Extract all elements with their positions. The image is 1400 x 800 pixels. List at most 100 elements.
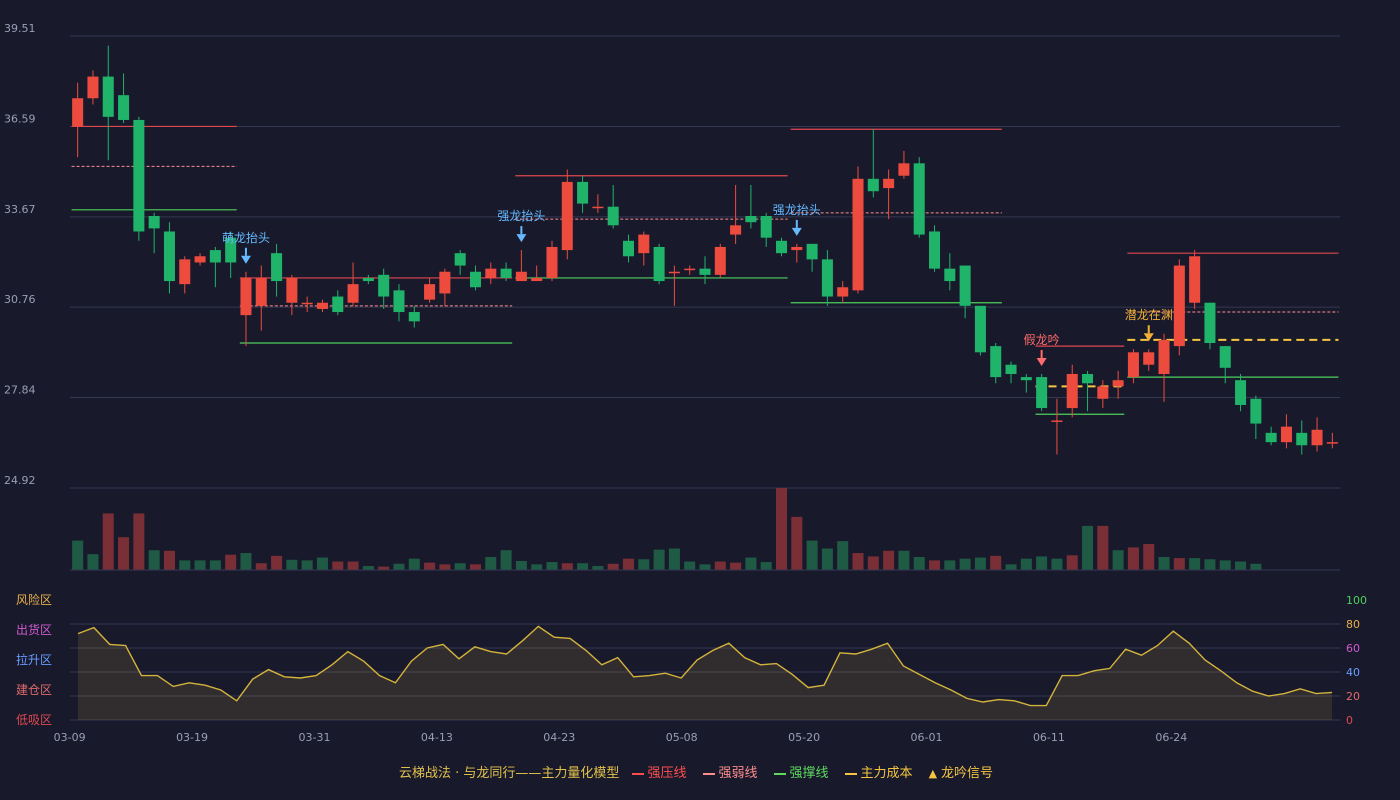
date-tick-label: 03-19 <box>176 731 208 744</box>
volume-bar <box>684 561 696 570</box>
volume-bar <box>454 563 466 570</box>
signal-arrow-icon <box>516 234 527 243</box>
volume-bar <box>592 566 604 570</box>
candle-body <box>638 234 650 254</box>
candle-body <box>1066 373 1078 409</box>
volume-bar <box>577 563 589 570</box>
candle-body <box>163 231 175 282</box>
legend-item: ▲ 龙吟信号 <box>929 766 993 781</box>
osc-tick-label: 20 <box>1346 690 1360 703</box>
candle-body <box>72 98 84 127</box>
volume-bar <box>209 560 221 570</box>
candle-body <box>133 119 145 232</box>
candle-body <box>929 231 941 269</box>
candle-body <box>255 277 267 306</box>
legend-swatch <box>702 772 715 775</box>
candle-body <box>271 253 283 282</box>
signal-label: 萌龙抬头 <box>222 231 270 245</box>
volume-bar <box>1235 561 1247 570</box>
candle-body <box>1097 386 1109 399</box>
candle-body <box>316 302 328 309</box>
volume-bar <box>1112 550 1124 570</box>
volume-bar <box>913 556 925 570</box>
volume-bar <box>1036 556 1048 570</box>
volume-bar <box>929 560 941 570</box>
candle-body <box>1173 265 1185 347</box>
candle-body <box>821 259 833 297</box>
volume-bar <box>1097 525 1109 570</box>
zone-label: 风险区 <box>16 592 52 607</box>
oscillator-area <box>78 626 1332 720</box>
candle-body <box>332 296 344 313</box>
candle-body <box>209 250 221 263</box>
candle-body <box>959 265 971 306</box>
osc-tick-label: 60 <box>1346 642 1360 655</box>
candle-body <box>1311 429 1323 446</box>
candle-body <box>1280 426 1292 443</box>
candle-body <box>485 268 497 278</box>
volume-bars <box>70 488 1340 571</box>
candle-body <box>883 178 895 189</box>
candle-body <box>1112 380 1124 387</box>
legend-swatch <box>844 772 857 775</box>
chart-legend: 云梯战法 · 与龙同行——主力量化模型 强压线 强弱线 强撑线 主力成本 ▲ 龙吟信号 <box>0 762 1400 781</box>
candle-body <box>225 237 237 263</box>
candle-body <box>791 246 803 251</box>
candle-body <box>469 271 481 288</box>
volume-bar <box>1219 560 1231 570</box>
candle-body <box>424 284 436 300</box>
candle-body <box>1127 352 1139 378</box>
legend-swatch: ▲ <box>928 767 938 780</box>
volume-bar <box>1158 556 1170 570</box>
signal-arrow-icon <box>1036 357 1047 366</box>
candle-body <box>408 312 420 322</box>
candle-body <box>607 206 619 226</box>
legend-label: 强压线 <box>647 766 687 781</box>
price-axis: 39.51 36.59 33.67 30.76 27.84 24.92 <box>4 22 36 487</box>
legend-item: 强压线 <box>631 766 687 781</box>
volume-bar <box>362 566 374 570</box>
date-tick-label: 06-24 <box>1155 731 1187 744</box>
volume-bar <box>286 559 298 570</box>
volume-bar <box>883 550 895 570</box>
zone-label: 低吸区 <box>16 713 52 727</box>
volume-bar <box>990 555 1002 570</box>
price-tick-label: 39.51 <box>4 22 36 35</box>
signal-label: 假龙吟 <box>1024 332 1060 347</box>
volume-bar <box>959 558 971 570</box>
signal-arrow-icon <box>240 255 251 264</box>
date-tick-label: 03-09 <box>54 731 86 744</box>
candle-body <box>439 271 451 294</box>
volume-bar <box>87 554 99 570</box>
candle-body <box>531 277 543 282</box>
candle-body <box>102 76 114 117</box>
candle-body <box>837 287 849 297</box>
date-tick-label: 06-11 <box>1033 731 1065 744</box>
volume-bar <box>760 562 772 570</box>
candle-body <box>775 240 788 254</box>
legend-items: 强压线 强弱线 强撑线 主力成本 ▲ 龙吟信号 <box>624 766 1002 781</box>
volume-bar <box>745 557 757 570</box>
volume-bar <box>179 560 191 570</box>
volume-bar <box>1066 555 1078 570</box>
zone-label: 出货区 <box>16 622 52 637</box>
candle-body <box>653 246 665 282</box>
volume-bar <box>806 540 818 570</box>
candle-body <box>546 246 558 278</box>
volume-bar <box>653 549 665 570</box>
candle-body <box>699 268 711 275</box>
candle-body <box>1082 373 1094 384</box>
candle-body <box>179 259 191 285</box>
candle-body <box>760 215 772 238</box>
date-tick-label: 04-23 <box>543 731 575 744</box>
candle-body <box>87 76 99 99</box>
volume-bar <box>485 556 497 570</box>
price-tick-label: 27.84 <box>4 384 36 397</box>
volume-bar <box>1082 525 1094 570</box>
volume-bar <box>898 550 910 570</box>
volume-bar <box>240 553 252 570</box>
candle-body <box>806 243 818 260</box>
volume-bar <box>271 555 283 570</box>
volume-bar <box>622 558 635 570</box>
